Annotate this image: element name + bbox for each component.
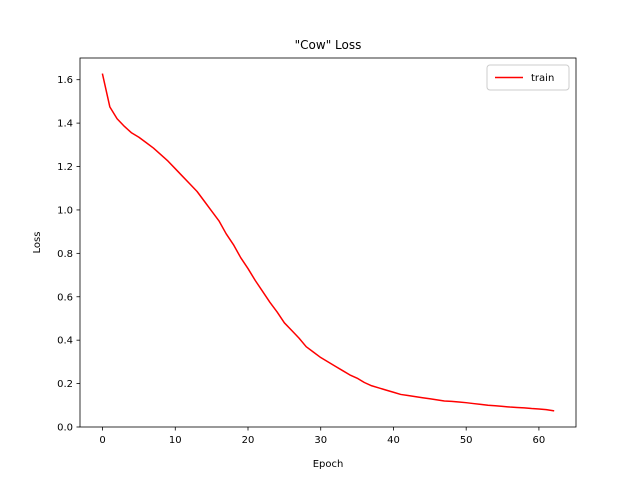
x-tick-label: 20 xyxy=(242,435,255,446)
x-tick-label: 0 xyxy=(99,435,105,446)
x-axis-label: Epoch xyxy=(313,459,344,470)
plot-area xyxy=(79,57,577,428)
y-tick-label: 0.2 xyxy=(57,379,73,390)
y-tick-label: 1.4 xyxy=(57,119,73,130)
y-tick-label: 0.4 xyxy=(57,336,73,347)
x-tick-label: 30 xyxy=(314,435,327,446)
y-tick-label: 1.2 xyxy=(57,162,73,173)
plot-frame xyxy=(79,57,577,428)
x-axis-ticks: 0 10 20 30 40 50 60 xyxy=(99,427,545,446)
y-axis-label: Loss xyxy=(32,232,43,254)
y-tick-label: 1.0 xyxy=(57,205,73,216)
legend-box xyxy=(486,64,570,91)
legend-label-train: train xyxy=(531,73,554,84)
x-tick-label: 40 xyxy=(387,435,400,446)
x-tick-label: 60 xyxy=(533,435,546,446)
x-tick-label: 10 xyxy=(169,435,182,446)
y-axis-ticks: 0.0 0.2 0.4 0.6 0.8 1.0 1.2 1.4 1.6 xyxy=(57,75,80,434)
chart-title: "Cow" Loss xyxy=(295,38,362,52)
series-line-train xyxy=(101,73,555,412)
y-tick-label: 0.0 xyxy=(57,423,73,434)
y-tick-label: 0.6 xyxy=(57,292,73,303)
legend: train xyxy=(486,64,570,91)
y-tick-label: 1.6 xyxy=(57,75,73,86)
x-tick-label: 50 xyxy=(460,435,473,446)
y-tick-label: 0.8 xyxy=(57,249,73,260)
